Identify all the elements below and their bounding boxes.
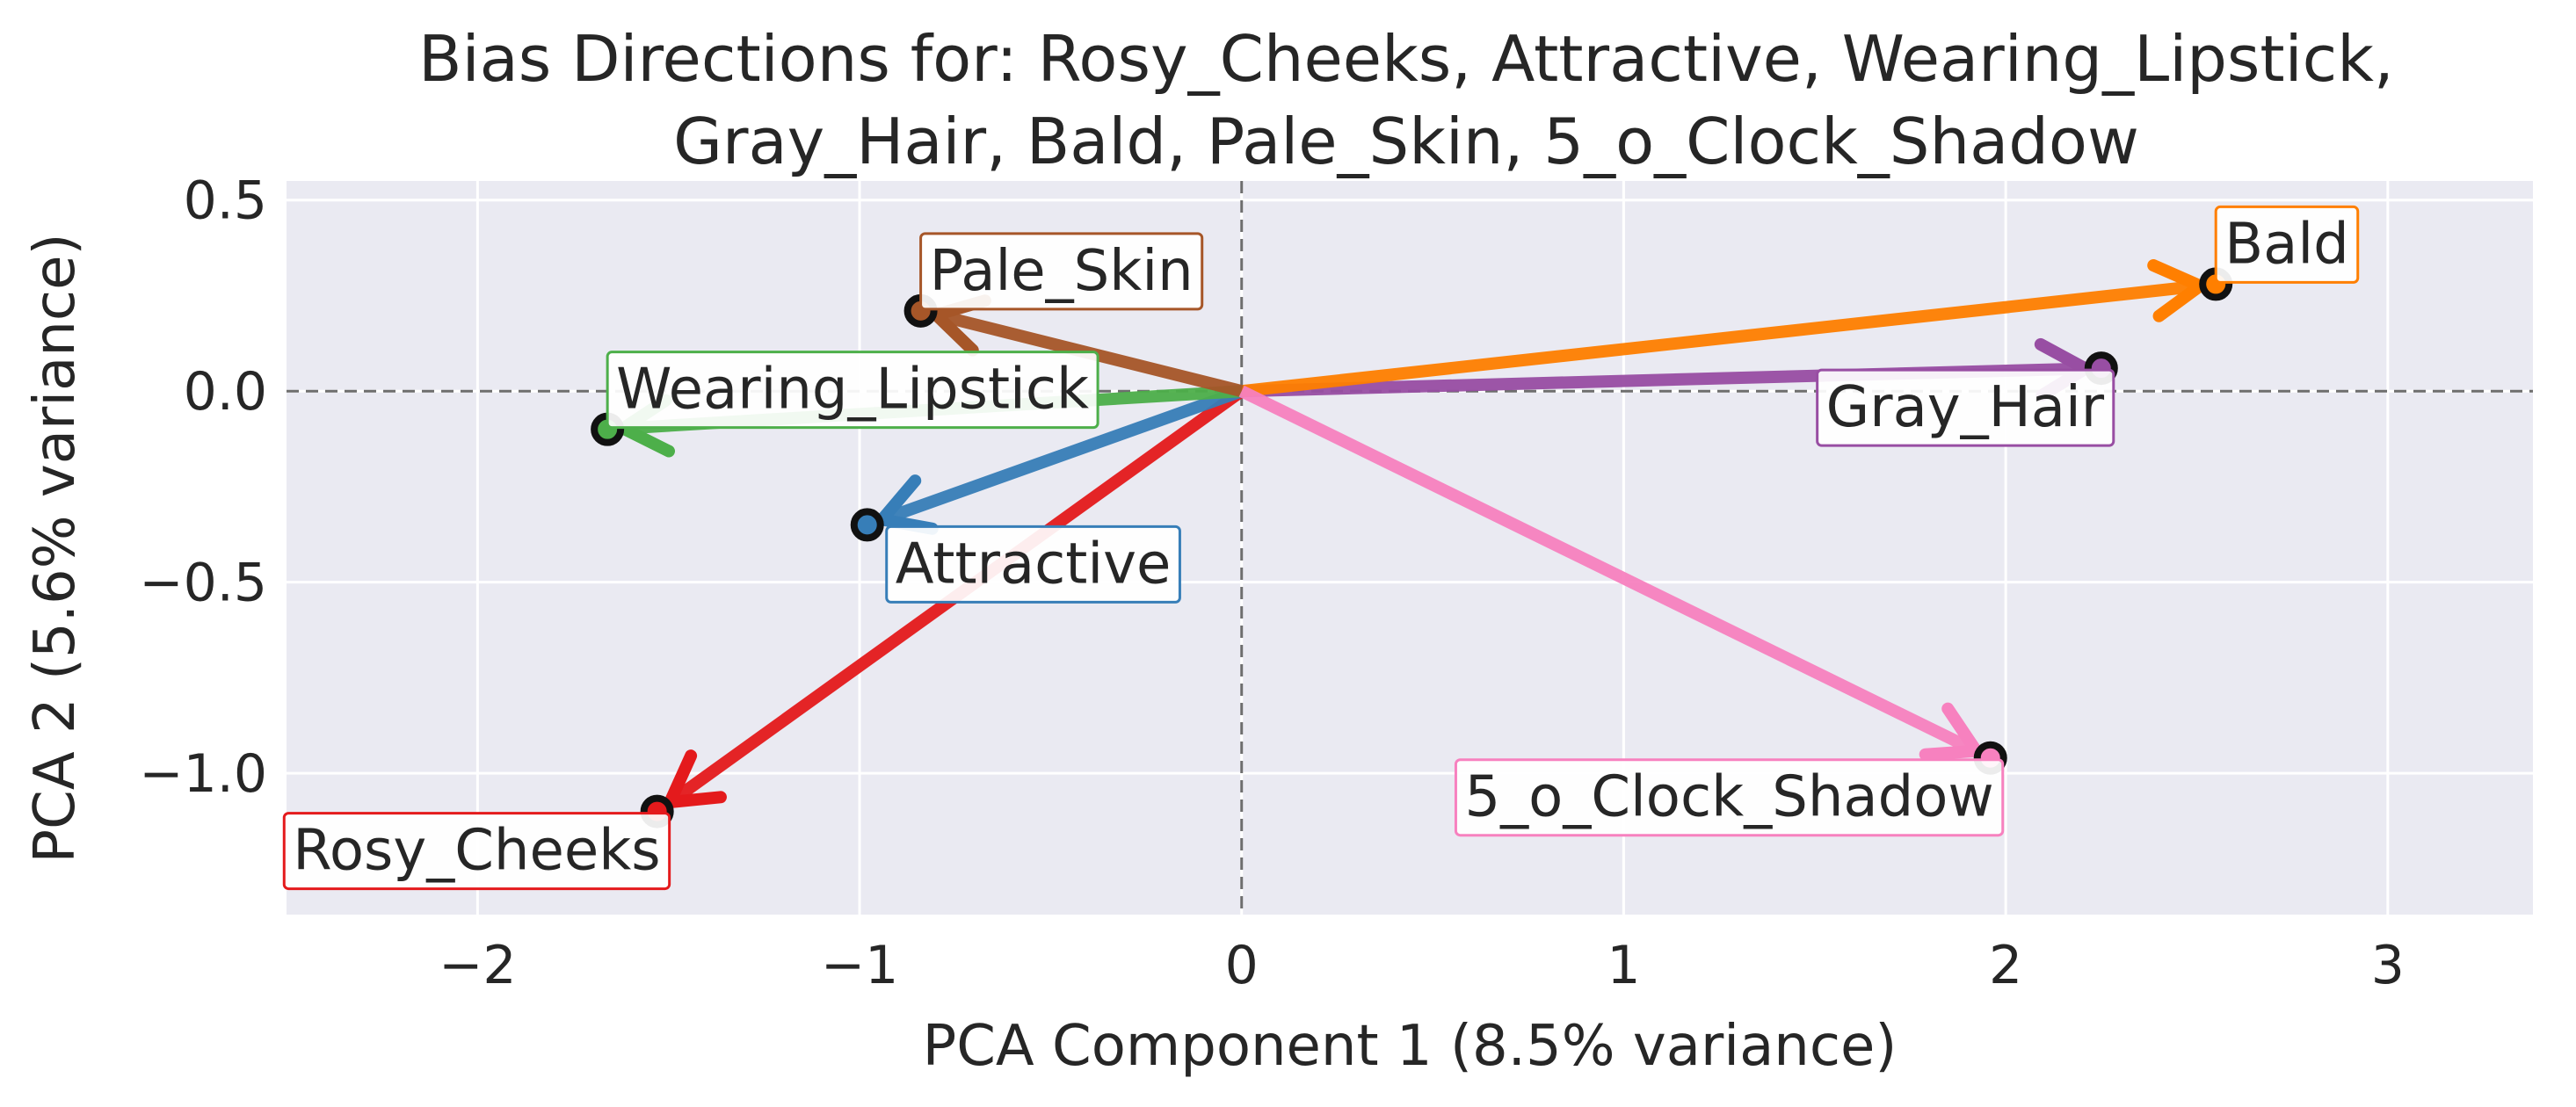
vector-label-bald: Bald xyxy=(2214,205,2360,284)
vector-labels-layer: Rosy_Cheeks Attractive Wearing_Lipstick Gra… xyxy=(282,205,2360,891)
vector-label-rosy-cheeks: Rosy_Cheeks xyxy=(282,812,671,891)
y-tick-label: 0.0 xyxy=(184,361,267,423)
vector-label-text: Attractive xyxy=(896,532,1172,597)
vector-label-box xyxy=(1816,368,2115,447)
vector-label-attractive: Attractive xyxy=(885,525,1181,604)
vector-shaft xyxy=(1238,385,1979,757)
y-tick-label: −1.0 xyxy=(139,743,267,805)
vector-label-box xyxy=(919,232,1204,311)
plot-area xyxy=(287,181,2533,915)
x-tick-label: 2 xyxy=(1989,935,2022,996)
x-tick-label: −1 xyxy=(821,935,898,996)
vector-shaft xyxy=(880,385,1244,525)
vector-shaft xyxy=(1240,279,2202,398)
vector-label-box xyxy=(282,812,671,891)
vector-label-box xyxy=(606,351,1099,430)
vector-label-text: 5_o_Clock_Shadow xyxy=(1464,765,1993,830)
x-tick-label: 3 xyxy=(2371,935,2405,996)
chart-title-line-2: Gray_Hair, Bald, Pale_Skin, 5_o_Clock_Sh… xyxy=(673,105,2139,178)
vector-label-box xyxy=(2214,205,2360,284)
x-tick-label: 1 xyxy=(1607,935,1640,996)
chart-title-line-1: Bias Directions for: Rosy_Cheeks, Attrac… xyxy=(418,22,2394,96)
x-tick-label: −2 xyxy=(439,935,516,996)
vector-label-text: Gray_Hair xyxy=(1826,375,2105,440)
vector-label-text: Bald xyxy=(2224,212,2349,277)
vector-label-text: Wearing_Lipstick xyxy=(616,358,1089,423)
vector-label-5-o-clock-shadow: 5_o_Clock_Shadow xyxy=(1454,758,2005,837)
vector-label-wearing-lipstick: Wearing_Lipstick xyxy=(606,351,1099,430)
y-tick-label: 0.5 xyxy=(184,170,267,232)
vector-endpoint-marker xyxy=(850,508,884,542)
y-axis-label: PCA 2 (5.6% variance) xyxy=(23,234,88,864)
vector-label-box xyxy=(1454,758,2005,837)
x-axis-ticks: −2 −1 0 1 2 3 xyxy=(439,935,2405,996)
x-tick-label: 0 xyxy=(1225,935,1259,996)
y-tick-label: −0.5 xyxy=(139,553,267,614)
vector-label-pale-skin: Pale_Skin xyxy=(919,232,1204,311)
y-axis-ticks: 0.5 0.0 −0.5 −1.0 xyxy=(139,170,267,805)
vector-label-box xyxy=(885,525,1181,604)
vector-label-text: Rosy_Cheeks xyxy=(293,819,660,884)
vector-label-gray-hair: Gray_Hair xyxy=(1816,368,2115,447)
x-axis-label: PCA Component 1 (8.5% variance) xyxy=(923,1014,1898,1079)
vector-label-text: Pale_Skin xyxy=(930,239,1194,304)
